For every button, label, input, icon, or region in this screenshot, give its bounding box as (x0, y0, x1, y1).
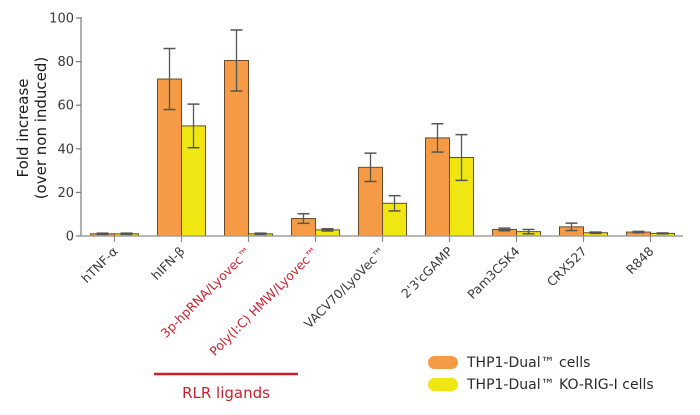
x-tick-label: Pam3CSK4 (464, 243, 522, 301)
legend-label: THP1-Dual™ cells (466, 355, 590, 371)
error-bar (522, 228, 535, 235)
error-bar (321, 228, 334, 232)
legend-item: THP1-Dual™ KO-RIG-I cells (428, 377, 654, 393)
error-bar (455, 133, 468, 182)
bar-thp1-dual (425, 137, 450, 237)
y-tick-label: 60 (57, 99, 74, 114)
y-axis-label-line2: (over non induced) (32, 57, 50, 200)
y-tick-label: 0 (66, 230, 74, 245)
bars (90, 29, 675, 237)
error-bar (364, 152, 377, 183)
error-bar (565, 222, 578, 232)
legend-label: THP1-Dual™ KO-RIG-I cells (466, 377, 654, 393)
x-tick-label: CRX527 (544, 244, 590, 290)
x-tick-label: hTNF-α (78, 244, 120, 286)
legend: THP1-Dual™ cells THP1-Dual™ KO-RIG-I cell… (428, 355, 654, 393)
error-bar (120, 232, 133, 236)
error-bar (163, 47, 176, 111)
x-tick-label: hIFN-β (148, 244, 187, 283)
error-bar (656, 232, 669, 235)
x-tick-label: R848 (623, 243, 657, 277)
x-tick-label: 2'3'cGAMP (398, 243, 456, 301)
y-tick-label: 80 (57, 55, 74, 70)
error-bar (96, 232, 109, 236)
legend-swatch (428, 378, 458, 391)
error-bar (187, 103, 200, 149)
error-bar (230, 29, 243, 92)
error-bar (498, 227, 511, 232)
y-tick-label: 40 (57, 142, 74, 157)
error-bar (589, 231, 602, 235)
legend-swatch (428, 356, 458, 369)
y-axis: 0 20 40 60 80 100 (49, 12, 82, 245)
rlr-ligands-label: RLR ligands (182, 384, 270, 402)
error-bar (431, 122, 444, 153)
y-axis-label-line1: Fold increase (14, 79, 32, 178)
error-bar (254, 232, 267, 236)
y-tick-label: 20 (57, 186, 74, 201)
y-tick-label: 100 (49, 12, 74, 27)
x-tick-label: Poly(I:C) HMW/Lyovec™ (206, 244, 321, 359)
error-bar (388, 194, 401, 212)
legend-item: THP1-Dual™ cells (428, 355, 590, 371)
rlr-ligands-annotation: RLR ligands (154, 372, 298, 402)
error-bar (297, 213, 310, 225)
error-bar (632, 230, 645, 234)
